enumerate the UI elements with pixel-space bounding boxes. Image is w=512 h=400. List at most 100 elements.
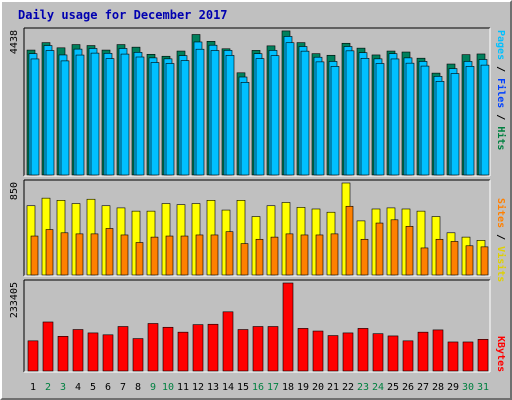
bar-kbytes	[252, 326, 264, 372]
bar-kbytes	[177, 331, 189, 372]
bar-kbytes	[57, 336, 69, 372]
legend-hits: Hits	[495, 126, 506, 151]
bar-sites	[315, 234, 324, 276]
bar-sites	[285, 233, 294, 276]
bar-sites	[120, 234, 129, 276]
bar-sites	[375, 222, 384, 276]
bar-pages	[195, 48, 205, 176]
bar-kbytes	[132, 338, 144, 372]
bar-sites	[300, 234, 309, 276]
x-tick-label: 21	[327, 382, 339, 393]
bar-sites	[90, 233, 99, 276]
x-tick-label: 10	[162, 382, 174, 393]
x-tick-label: 5	[90, 382, 96, 393]
x-tick-label: 7	[120, 382, 126, 393]
x-tick-label: 31	[477, 382, 489, 393]
bar-sites	[75, 233, 84, 276]
bar-kbytes	[222, 311, 234, 372]
x-tick-label: 4	[75, 382, 81, 393]
bar-sites	[165, 235, 174, 276]
bar-sites	[210, 234, 219, 276]
bar-sites	[345, 205, 354, 276]
bar-kbytes	[297, 328, 309, 372]
bar-sites	[225, 231, 234, 276]
bar-kbytes	[477, 339, 489, 372]
legend-sep: /	[495, 108, 506, 127]
bar-kbytes	[42, 321, 54, 372]
x-tick-label: 15	[237, 382, 249, 393]
bar-kbytes	[417, 331, 429, 372]
bar-pages	[450, 73, 460, 176]
x-tick-label: 6	[105, 382, 111, 393]
bar-pages	[480, 64, 490, 176]
bar-pages	[105, 58, 115, 176]
bar-sites	[255, 238, 264, 276]
x-tick-label: 29	[447, 382, 459, 393]
bar-sites	[240, 243, 249, 276]
bar-sites	[30, 235, 39, 276]
bar-kbytes	[327, 335, 339, 372]
bar-kbytes	[162, 326, 174, 372]
x-tick-label: 19	[297, 382, 309, 393]
bar-pages	[270, 55, 280, 176]
bar-pages	[225, 55, 235, 176]
bar-kbytes	[147, 323, 159, 372]
bar-kbytes	[27, 340, 39, 372]
x-tick-label: 26	[402, 382, 414, 393]
x-tick-label: 20	[312, 382, 324, 393]
bar-sites	[390, 219, 399, 276]
x-tick-label: 8	[135, 382, 141, 393]
bar-kbytes	[72, 329, 84, 372]
bar-kbytes	[462, 341, 474, 372]
bar-pages	[165, 63, 175, 176]
x-tick-label: 24	[372, 382, 384, 393]
bar-pages	[255, 58, 265, 176]
bar-sites	[135, 242, 144, 276]
bar-sites	[420, 247, 429, 276]
bar-pages	[75, 54, 85, 176]
bar-pages	[330, 66, 340, 176]
x-tick-label: 14	[222, 382, 234, 393]
bar-pages	[210, 50, 220, 176]
bar-kbytes	[102, 334, 114, 372]
y-max-label: 850	[9, 182, 20, 200]
bar-pages	[435, 81, 445, 176]
bar-sites	[360, 238, 369, 276]
bar-kbytes	[447, 341, 459, 372]
bar-kbytes	[312, 330, 324, 372]
bar-kbytes	[372, 333, 384, 372]
bar-pages	[300, 50, 310, 176]
bar-sites	[150, 236, 159, 276]
x-tick-label: 18	[282, 382, 294, 393]
bar-kbytes	[342, 332, 354, 372]
bar-kbytes	[267, 326, 279, 372]
bar-sites	[450, 241, 459, 276]
bar-sites	[480, 246, 489, 276]
x-tick-label: 22	[342, 382, 354, 393]
legend-files: Files	[495, 78, 506, 109]
bar-sites	[405, 225, 414, 276]
bar-kbytes	[237, 329, 249, 372]
bar-kbytes	[87, 332, 99, 372]
bar-sites	[195, 234, 204, 276]
bar-kbytes	[207, 323, 219, 372]
bar-sites	[45, 229, 54, 276]
x-tick-label: 25	[387, 382, 399, 393]
bar-sites	[465, 245, 474, 276]
legend-sites: Sites	[495, 198, 506, 229]
bar-kbytes	[402, 340, 414, 372]
x-tick-label: 3	[60, 382, 66, 393]
bar-kbytes	[192, 324, 204, 372]
bar-pages	[120, 53, 130, 176]
bar-pages	[90, 52, 100, 176]
bar-pages	[45, 50, 55, 176]
bar-sites	[105, 228, 114, 276]
bar-pages	[135, 56, 145, 176]
y-max-label: 4438	[9, 30, 20, 54]
bar-pages	[150, 62, 160, 176]
x-tick-label: 2	[45, 382, 51, 393]
x-tick-label: 17	[267, 382, 279, 393]
legend-hits-files-pages: Pages / Files / Hits	[495, 30, 506, 150]
bar-sites	[330, 233, 339, 276]
